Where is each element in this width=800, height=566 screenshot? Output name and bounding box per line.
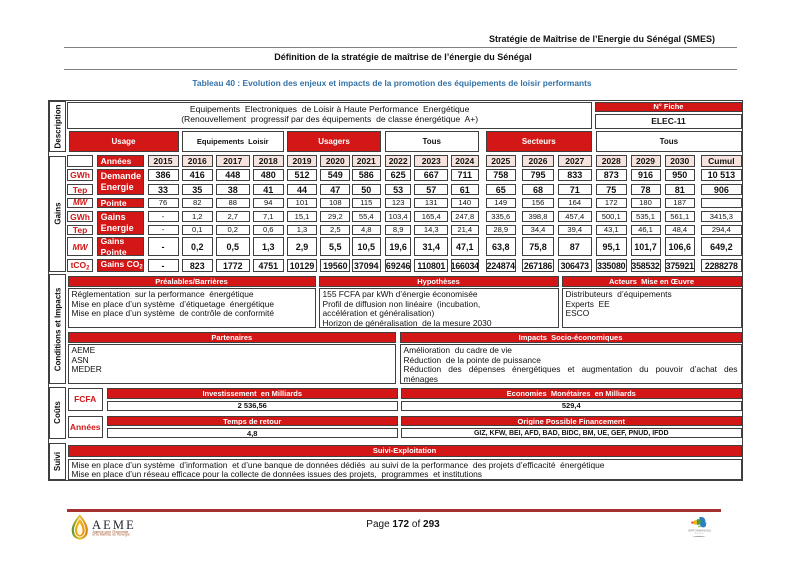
svg-text:G R O U P: G R O U P <box>695 533 704 535</box>
svg-text:PERFORMANCES: PERFORMANCES <box>688 529 711 532</box>
svg-text:et la Maîtrise de l’Energie: et la Maîtrise de l’Energie <box>93 533 130 537</box>
svg-text:AEME: AEME <box>92 518 136 532</box>
svg-text:Agence pour l’Economie: Agence pour l’Economie <box>93 530 129 534</box>
